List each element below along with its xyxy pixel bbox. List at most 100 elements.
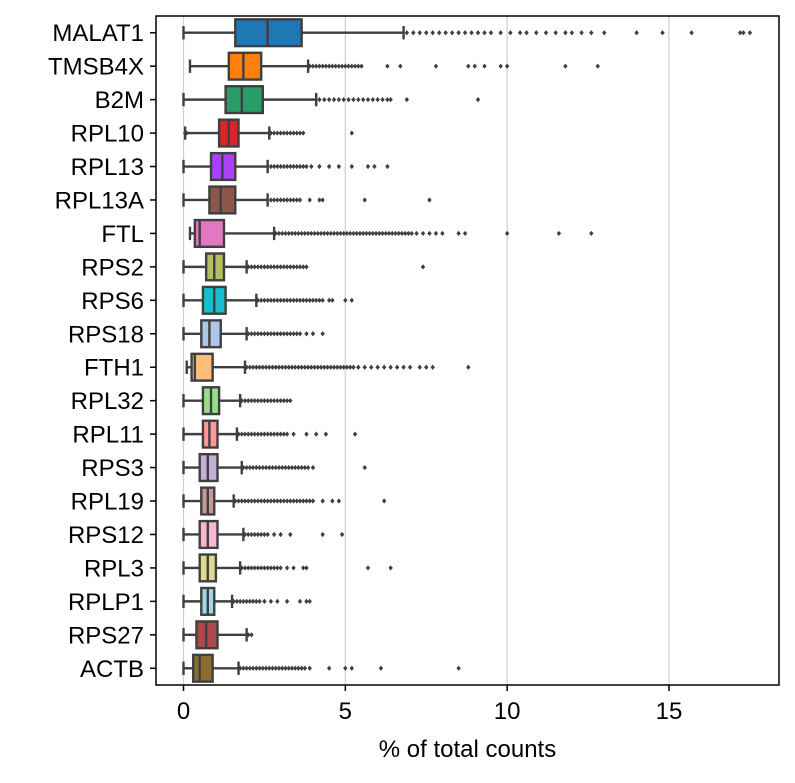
outlier-point <box>390 230 395 237</box>
outlier-point <box>343 297 348 303</box>
outlier-point <box>281 498 287 504</box>
outlier-point <box>280 364 285 370</box>
outlier-point <box>283 665 288 671</box>
outlier-point <box>268 398 274 404</box>
outlier-point <box>268 598 274 604</box>
outlier-point <box>349 163 354 170</box>
outlier-point <box>424 364 429 370</box>
outlier-point <box>236 431 241 437</box>
outlier-point <box>370 230 376 237</box>
outlier-point <box>380 230 385 237</box>
outlier-point <box>268 498 274 504</box>
outlier-point <box>249 431 254 437</box>
outlier-point <box>312 230 317 237</box>
outlier-point <box>373 230 379 237</box>
outlier-point <box>241 598 246 604</box>
outlier-point <box>304 598 309 604</box>
outlier-point <box>398 63 403 69</box>
outlier-point <box>296 230 301 237</box>
outlier-point <box>318 364 324 370</box>
box-b2m <box>182 85 318 115</box>
outlier-point <box>268 431 274 437</box>
outlier-point <box>362 197 367 203</box>
outlier-point <box>246 531 251 538</box>
box-rps18 <box>182 319 248 349</box>
outlier-point <box>275 197 280 203</box>
outlier-point <box>336 97 342 103</box>
outlier-point <box>265 565 270 571</box>
outlier-point <box>301 264 306 270</box>
outlier-point <box>504 230 510 237</box>
outlier-point <box>263 464 269 471</box>
outlier-point <box>265 264 270 270</box>
outlier-point <box>250 464 256 471</box>
outlier-point <box>403 230 408 237</box>
outlier-point <box>443 30 448 36</box>
outlier-point <box>262 398 267 404</box>
outlier-point <box>276 665 282 671</box>
outlier-point <box>263 364 269 370</box>
outlier-point <box>386 230 392 237</box>
box-rpl13 <box>182 151 269 182</box>
outlier-point <box>328 230 333 237</box>
outlier-point <box>424 30 429 36</box>
outlier-point <box>247 665 253 671</box>
outlier-point <box>254 364 259 370</box>
outlier-point <box>436 30 442 36</box>
outlier-point <box>292 364 298 370</box>
outlier-point <box>281 163 287 170</box>
outlier-point <box>242 398 248 404</box>
y-tick-label: RPS3 <box>81 455 144 482</box>
outlier-point <box>466 63 471 69</box>
outlier-point <box>325 364 330 370</box>
outlier-point <box>377 230 382 237</box>
outlier-point <box>305 364 311 370</box>
outlier-point <box>302 665 308 671</box>
outlier-point <box>331 97 337 103</box>
outlier-point <box>394 364 400 370</box>
outlier-point <box>401 364 406 370</box>
outlier-point <box>310 331 316 337</box>
outlier-point <box>288 130 293 136</box>
outlier-point <box>317 97 322 103</box>
outlier-point <box>482 30 487 36</box>
y-tick-label: RPL13 <box>71 154 144 181</box>
outlier-point <box>317 163 322 170</box>
outlier-point <box>360 97 366 103</box>
outlier-point <box>309 163 314 170</box>
box-actb <box>182 653 240 683</box>
outlier-point <box>281 331 287 337</box>
outlier-point <box>347 364 353 370</box>
outlier-point <box>270 665 275 671</box>
outlier-point <box>283 364 288 370</box>
outlier-point <box>236 498 241 504</box>
outlier-point <box>281 130 287 136</box>
outlier-point <box>297 331 303 337</box>
outlier-point <box>336 163 342 170</box>
outlier-point <box>338 364 343 370</box>
outlier-point <box>372 163 377 170</box>
box-ftl <box>188 218 276 249</box>
outlier-point <box>534 30 539 36</box>
box-rpl13a <box>182 185 269 215</box>
outlier-point <box>388 565 393 571</box>
outlier-point <box>589 30 594 36</box>
outlier-point <box>254 598 259 604</box>
outlier-point <box>307 197 312 203</box>
outlier-point <box>267 665 272 671</box>
outlier-point <box>407 364 413 370</box>
outlier-point <box>257 364 262 370</box>
y-tick-label: RPL10 <box>71 121 144 148</box>
outlier-point <box>304 565 309 571</box>
outlier-point <box>263 665 269 671</box>
outlier-point <box>237 665 243 671</box>
outlier-point <box>284 331 290 337</box>
outlier-point <box>278 130 283 136</box>
y-tick-label: RPS12 <box>68 522 144 549</box>
outlier-point <box>247 364 253 370</box>
y-tick-label: ACTB <box>80 656 144 683</box>
outlier-point <box>307 598 312 604</box>
outlier-point <box>265 498 270 504</box>
outlier-point <box>278 197 283 203</box>
outlier-point <box>469 30 474 36</box>
